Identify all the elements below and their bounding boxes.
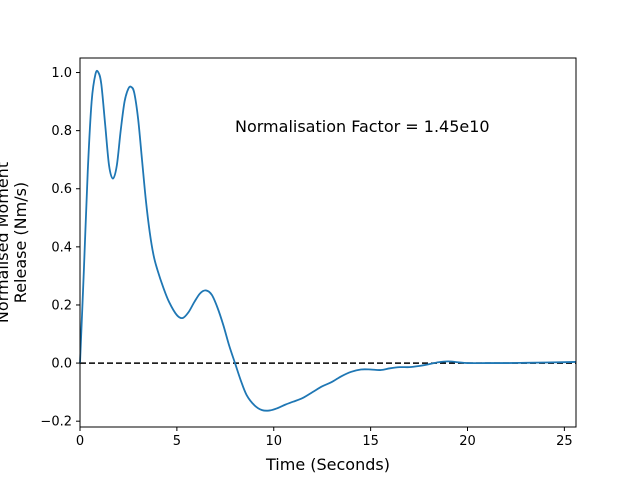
- x-tick-label: 15: [362, 434, 379, 449]
- x-tick-label: 0: [76, 434, 84, 449]
- x-tick-label: 25: [556, 434, 573, 449]
- y-tick-label: −0.2: [40, 415, 72, 430]
- series-line-0: [79, 69, 577, 412]
- x-tick-label: 5: [173, 434, 181, 449]
- x-tick-label: 20: [459, 434, 476, 449]
- y-tick-label: 0.0: [51, 357, 72, 372]
- plot-frame: [79, 57, 577, 428]
- y-tick-label: 1.0: [51, 66, 72, 81]
- normalisation-annotation: Normalisation Factor = 1.45e10: [235, 117, 490, 136]
- y-tick-label: 0.4: [51, 240, 72, 255]
- x-axis-title: Time (Seconds): [265, 455, 390, 474]
- y-tick-label: 0.8: [51, 124, 72, 139]
- y-axis-title-line-2: Release (Nm/s): [11, 182, 30, 303]
- y-tick-label: 0.2: [51, 298, 72, 313]
- y-axis-title-line-1: Normalised Moment: [0, 162, 12, 323]
- axes: 0 5 10 15 20 25 −0.2 0.0 0.2 0.4 0.6 0.8 1.0: [40, 57, 577, 449]
- plot-area: [79, 69, 577, 412]
- y-tick-label: 0.6: [51, 182, 72, 197]
- x-tick-label: 10: [265, 434, 282, 449]
